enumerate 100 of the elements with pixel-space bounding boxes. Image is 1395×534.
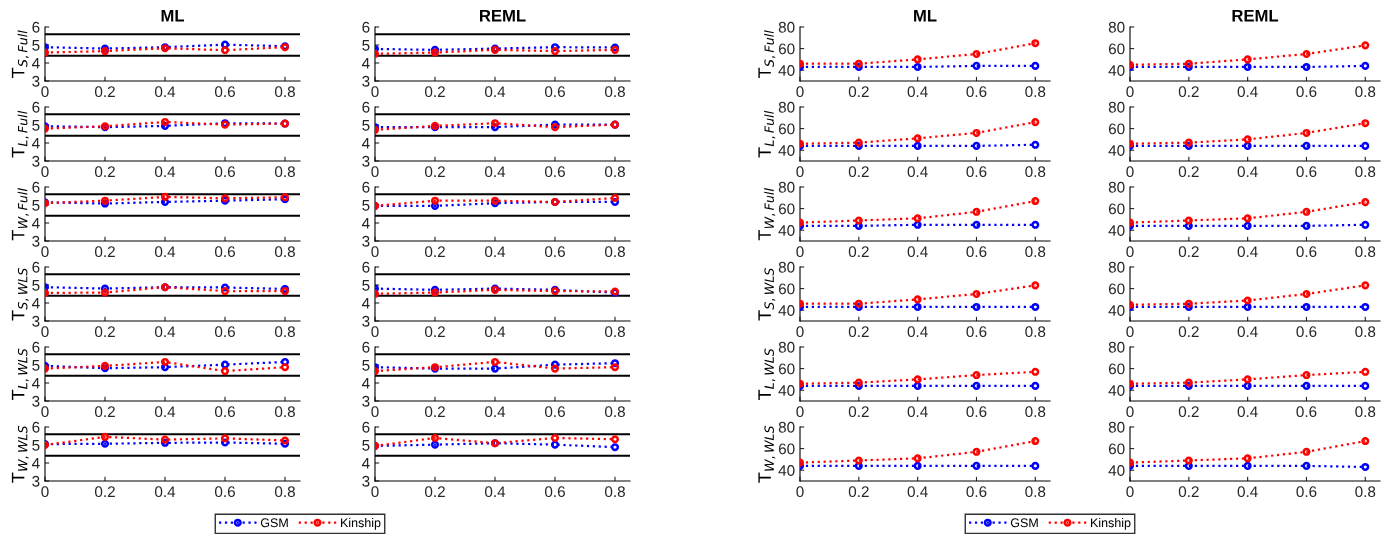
x-tick-label: 0.8 [1355,246,1376,258]
x-tick-label: 0.6 [544,486,565,498]
y-tick-label: 6 [32,341,40,353]
y-tick-label: 4 [361,378,370,389]
x-tick-label: 0 [796,86,804,98]
y-tick-label: 6 [32,421,40,433]
x-tick-label: 0.8 [274,406,295,418]
y-tick-label: 4 [31,218,40,229]
y-tick-label: 3 [362,235,370,247]
x-tick-label: 0.6 [966,406,987,418]
y-tick-label: 5 [362,40,370,51]
x-tick-label: 0.2 [424,246,445,258]
y-tick-label: 3 [362,155,370,167]
x-tick-label: 0 [796,406,804,418]
x-tick-label: 0.4 [907,326,928,338]
y-tick-label: 6 [362,21,370,33]
x-tick-label: 0.8 [274,86,295,98]
x-tick-label: 0.8 [274,246,295,258]
y-tick-label: 60 [778,43,795,55]
y-axis-title: T$_{L,WLS}$ [758,348,776,401]
y-tick-label: 4 [361,218,370,229]
y-tick-label: 80 [1108,261,1125,273]
y-tick-label: 4 [361,458,370,469]
x-tick-label: 0.6 [966,166,987,178]
y-tick-label: 40 [778,305,795,316]
x-tick-label: 0 [796,246,804,258]
y-axis-title: T$_{L,Full}$ [758,110,776,158]
y-tick-label: 6 [362,181,370,193]
x-tick-label: 0.2 [94,406,115,418]
y-axis-title: T$_{S,Full}$ [11,30,29,78]
y-tick-label: 80 [1108,421,1125,433]
x-tick-label: 0.4 [1237,486,1258,498]
x-tick-label: 0 [371,326,379,338]
y-tick-label: 5 [32,360,40,371]
x-tick-label: 0.2 [1178,326,1199,338]
x-tick-label: 0 [1126,166,1134,178]
x-tick-label: 0.8 [1025,246,1046,258]
x-tick-label: 0.2 [1178,86,1199,98]
x-tick-label: 0.2 [424,326,445,338]
y-tick-label: 6 [32,181,40,193]
y-tick-label: 80 [778,421,795,433]
y-tick-label: 40 [1108,145,1125,156]
y-tick-label: 60 [778,363,795,375]
x-tick-label: 0.2 [94,246,115,258]
y-tick-label: 5 [32,120,40,131]
x-tick-label: 0.4 [154,166,176,178]
x-tick-label: 0.4 [1237,166,1258,178]
y-tick-label: 40 [778,65,795,76]
y-tick-label: 6 [32,261,40,273]
x-tick-label: 0.4 [1237,326,1258,338]
x-tick-label: 0.2 [424,406,445,418]
x-tick-label: 0.8 [1025,326,1046,338]
x-tick-label: 0.2 [424,486,445,498]
x-tick-label: 0.6 [966,326,987,338]
y-axis-title: T$_{W,Full}$ [758,188,776,241]
x-tick-label: 0.8 [604,406,625,418]
legend-label: Kinship [341,518,381,530]
y-tick-label: 40 [1108,65,1125,76]
y-tick-label: 5 [362,360,370,371]
y-tick-label: 3 [32,75,40,87]
y-axis-title: T$_{S,Full}$ [758,30,776,78]
x-tick-label: 0.2 [1178,486,1199,498]
x-tick-label: 0.6 [1296,486,1317,498]
x-tick-label: 0.2 [848,246,869,258]
y-tick-label: 5 [362,200,370,211]
y-tick-label: 40 [1108,305,1125,316]
x-tick-label: 0.2 [424,86,445,98]
x-tick-label: 0 [371,86,379,98]
x-tick-label: 0.6 [544,406,565,418]
x-tick-label: 0 [371,166,379,178]
y-tick-label: 6 [362,341,370,353]
y-tick-label: 4 [361,138,370,149]
x-tick-label: 0.2 [94,86,115,98]
x-tick-label: 0.4 [907,246,928,258]
x-tick-label: 0.4 [1237,86,1258,98]
x-tick-label: 0.6 [544,246,565,258]
x-tick-label: 0.2 [94,166,115,178]
x-tick-label: 0.6 [1296,86,1317,98]
y-axis-title: T$_{S,WLS}$ [11,268,29,321]
x-tick-label: 0.4 [484,326,506,338]
x-tick-label: 0 [371,246,379,258]
y-tick-label: 40 [778,145,795,156]
x-tick-label: 0.2 [848,486,869,498]
x-tick-label: 0.6 [544,326,565,338]
x-tick-label: 0.4 [484,166,506,178]
legend-label: GSM [1010,518,1038,528]
x-tick-label: 0.6 [1296,166,1317,178]
y-axis-title: T$_{S,WLS}$ [758,268,776,321]
x-tick-label: 0.8 [604,326,625,338]
x-tick-label: 0.4 [154,326,176,338]
y-tick-label: 60 [1108,443,1125,455]
chart-title: REML [1232,9,1279,22]
x-tick-label: 0 [371,486,379,498]
x-tick-label: 0.6 [1296,326,1317,338]
y-tick-label: 4 [31,138,40,149]
y-tick-label: 60 [778,203,795,215]
x-tick-label: 0.4 [907,406,928,418]
x-tick-label: 0.2 [848,166,869,178]
x-tick-label: 0.6 [1296,246,1317,258]
x-tick-label: 0.6 [214,86,235,98]
